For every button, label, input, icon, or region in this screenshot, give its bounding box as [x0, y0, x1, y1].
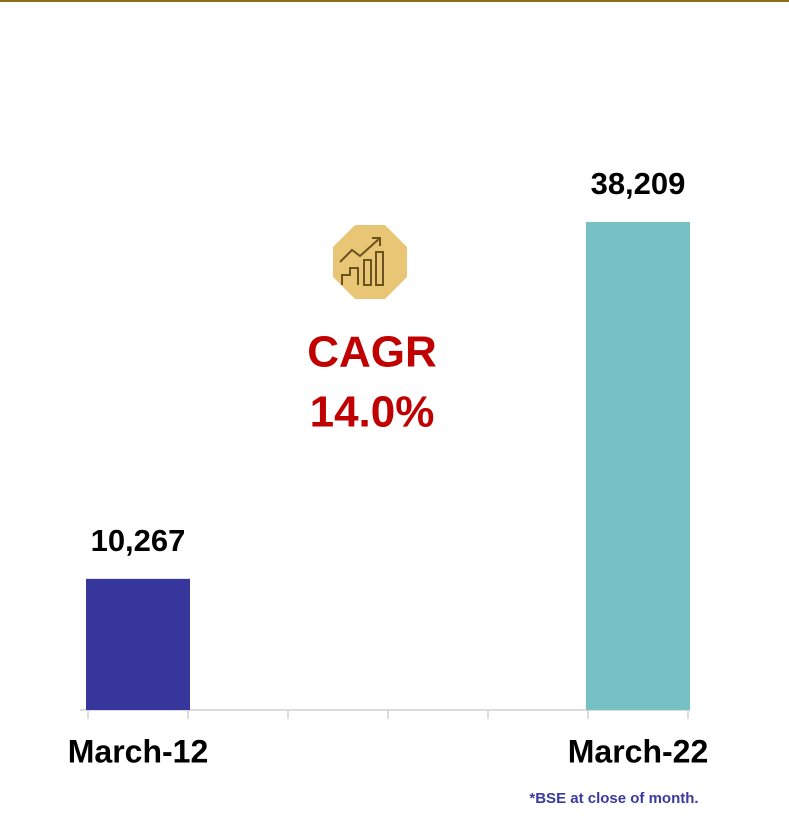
- growth-icon: [333, 225, 407, 299]
- bar: [86, 578, 190, 710]
- axis-ticks: [87, 710, 689, 719]
- annotation: CAGR: [307, 328, 437, 377]
- footnote: *BSE at close of month.: [529, 790, 698, 807]
- bar: [586, 222, 690, 710]
- x-tick-label: March-22: [568, 733, 709, 769]
- x-tick-label: March-12: [68, 733, 209, 769]
- data-label: 10,267: [91, 523, 186, 558]
- data-label: 38,209: [591, 166, 686, 201]
- annotation: 14.0%: [310, 388, 435, 437]
